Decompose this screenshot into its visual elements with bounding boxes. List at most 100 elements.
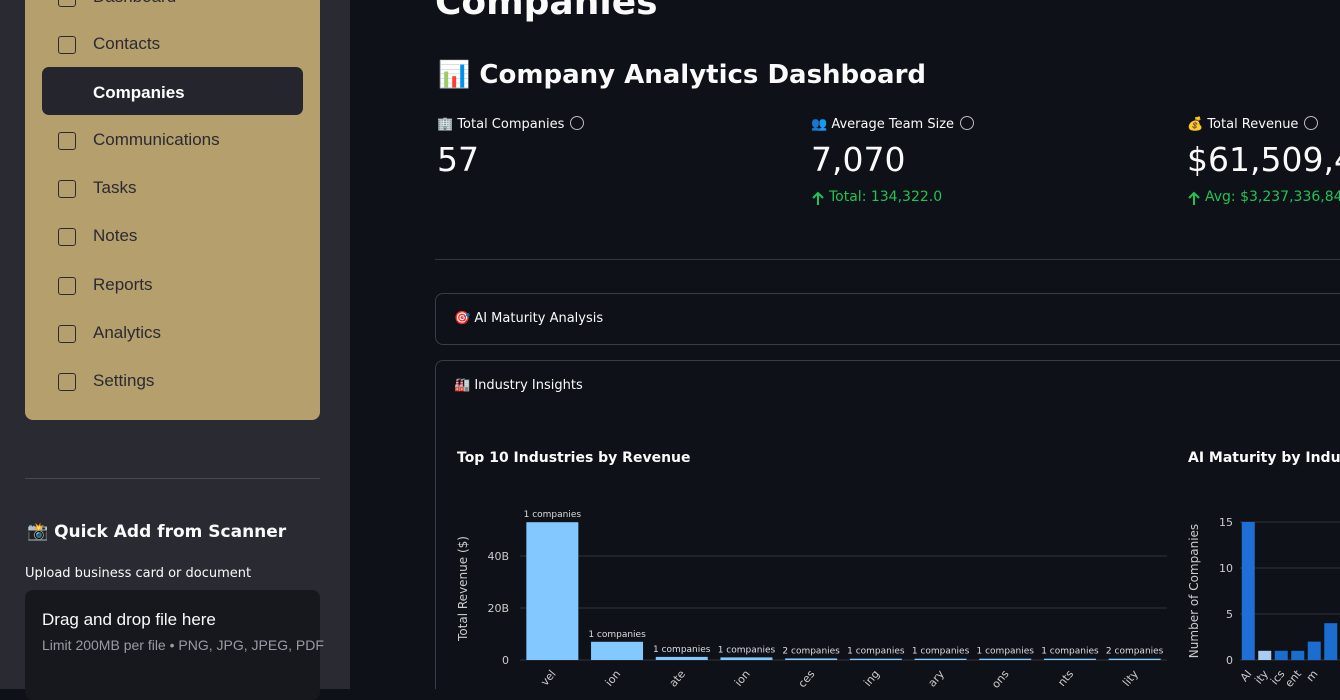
charts: Top 10 Industries by Revenue Total Revenu… — [456, 450, 1340, 689]
metric-label: 👥 Average Team Size — [811, 116, 975, 132]
x-tick-label: lity — [1120, 667, 1141, 689]
x-tick-label: vel — [538, 668, 558, 689]
nav-label: Settings — [93, 371, 155, 390]
x-tick-label: ion — [732, 668, 753, 689]
divider — [25, 478, 320, 479]
y-axis-label: Total Revenue ($) — [456, 536, 470, 642]
delta-arrow — [1187, 190, 1201, 206]
x-tick-label: m — [1304, 668, 1321, 685]
bar-label: 1 companies — [1041, 647, 1099, 657]
y-tick-label: 20B — [487, 602, 509, 615]
nav-item[interactable]: Communications — [58, 130, 298, 152]
bar — [526, 522, 579, 660]
expander[interactable]: 🏭 Industry Insights — [435, 360, 1340, 689]
y-axis-label: Number of Companies — [1187, 524, 1201, 658]
help-icon[interactable] — [1304, 116, 1319, 130]
metric-delta: Avg: $3,237,336,842 — [1205, 189, 1340, 205]
bar — [1258, 650, 1272, 660]
delta-arrow — [811, 190, 825, 206]
y-tick-label: 0 — [1226, 654, 1233, 667]
metric-delta: Total: 134,322.0 — [829, 189, 943, 205]
nav-panel — [25, 0, 320, 420]
bar — [1241, 522, 1255, 660]
sidebar: Dashboard Contacts Companies Communications… — [0, 0, 350, 700]
nav-item[interactable]: Contacts — [58, 34, 298, 56]
expander[interactable]: 🎯 AI Maturity Analysis — [435, 293, 1340, 345]
bar — [1324, 623, 1338, 660]
x-tick-label: ary — [925, 667, 947, 689]
help-icon[interactable] — [960, 116, 975, 130]
nav-label: Contacts — [93, 34, 161, 53]
scanner-title: 📸 Quick Add from Scanner — [27, 522, 287, 542]
y-tick-label: 10 — [1219, 562, 1233, 575]
metric-value: 7,070 — [811, 140, 906, 179]
y-tick-label: 40B — [487, 550, 509, 563]
y-tick-label: 15 — [1219, 516, 1233, 529]
metric-value: 57 — [437, 140, 479, 179]
dropzone-title: Drag and drop file here — [42, 610, 216, 629]
bar — [1043, 658, 1096, 660]
x-tick-label: nts — [1055, 667, 1076, 689]
main: Companies 📊 Company Analytics Dashboard … — [350, 0, 1340, 689]
nav-item[interactable]: Notes — [58, 226, 298, 248]
dropzone-limit: Limit 200MB per file • PNG, JPG, JPEG, P… — [42, 637, 324, 653]
nav-label: Communications — [93, 130, 220, 149]
bar-label: 1 companies — [588, 630, 646, 640]
metric-label: 🏢 Total Companies — [437, 116, 585, 132]
bar — [1108, 658, 1161, 660]
nav-item[interactable]: Settings — [58, 371, 298, 393]
page-title: Companies — [435, 0, 658, 23]
bar-label: 1 companies — [653, 645, 711, 655]
bar — [1274, 650, 1288, 660]
bar-label: 1 companies — [718, 645, 776, 655]
nav-label: Reports — [93, 275, 153, 294]
y-tick-label: 0 — [502, 654, 509, 667]
nav-icon — [58, 228, 76, 246]
bar-label: 1 companies — [524, 510, 582, 520]
bar-label: 2 companies — [1106, 647, 1164, 657]
metric-value: $61,509,40 — [1187, 140, 1340, 179]
dashboard-title: 📊 Company Analytics Dashboard — [438, 60, 927, 90]
nav-item[interactable]: Reports — [58, 275, 298, 297]
bar — [1291, 650, 1305, 660]
bar — [979, 658, 1032, 660]
bar-label: 1 companies — [847, 647, 905, 657]
nav-item[interactable]: Companies — [58, 83, 298, 105]
nav-icon — [58, 325, 76, 343]
dropzone[interactable]: Drag and drop file here Limit 200MB per … — [25, 590, 324, 700]
nav-icon — [58, 0, 76, 7]
nav-label: Dashboard — [93, 0, 176, 7]
bar — [785, 658, 838, 660]
nav-item[interactable]: Tasks — [58, 178, 298, 200]
help-icon[interactable] — [570, 116, 585, 130]
bar — [720, 657, 773, 660]
chart-title: AI Maturity by Indust — [1188, 450, 1340, 466]
x-tick-label: ent — [1282, 667, 1304, 689]
active-nav[interactable] — [42, 67, 303, 115]
x-tick-label: ity — [1252, 667, 1271, 686]
upload-label: Upload business card or document — [25, 566, 252, 581]
bar-label: 2 companies — [782, 646, 840, 656]
nav-item[interactable]: Analytics — [58, 323, 298, 345]
bar — [849, 658, 902, 660]
nav-icon — [58, 180, 76, 198]
nav-icon — [58, 277, 76, 295]
x-tick-label: AI — [1238, 668, 1255, 685]
nav-icon — [58, 36, 76, 54]
bar — [914, 658, 967, 660]
nav-label: Analytics — [93, 323, 162, 342]
bar-label: 1 companies — [977, 647, 1035, 657]
bar — [591, 641, 644, 660]
x-tick-label: ces — [796, 667, 818, 689]
nav-icon — [58, 373, 76, 391]
chart-title: Top 10 Industries by Revenue — [457, 450, 691, 466]
divider — [435, 259, 1340, 260]
nav-icon — [58, 132, 76, 150]
nav-item[interactable]: Dashboard — [58, 0, 298, 9]
nav-label: Companies — [93, 83, 185, 102]
nav-label: Tasks — [93, 178, 137, 197]
expander-title: 🏭 Industry Insights — [454, 378, 583, 393]
expander-title: 🎯 AI Maturity Analysis — [454, 311, 604, 326]
bar — [1307, 641, 1321, 660]
